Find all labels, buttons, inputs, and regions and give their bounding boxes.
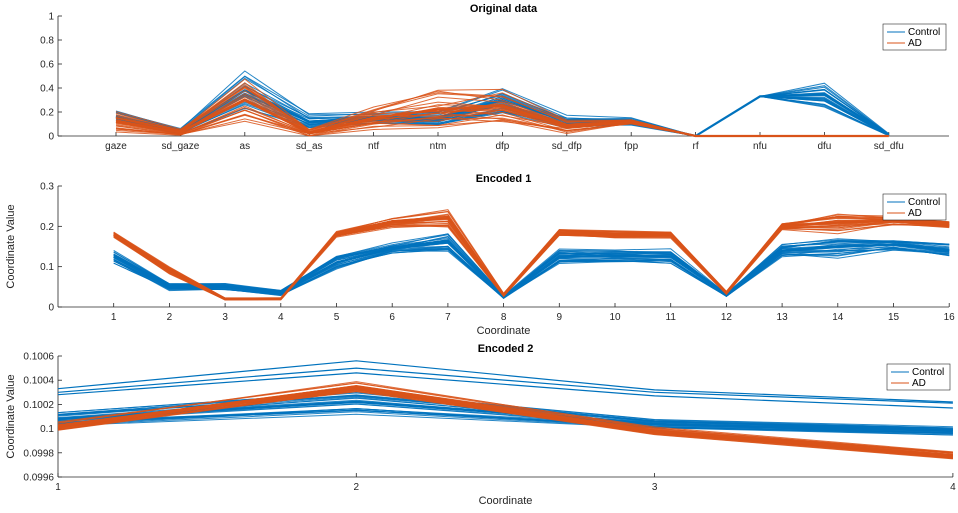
x-tick-label: dfu <box>817 141 831 152</box>
legend-label-control: Control <box>912 367 944 378</box>
chart-title: Original data <box>470 3 538 15</box>
data-line-mean <box>57 386 953 457</box>
y-tick-label: 1 <box>48 12 54 23</box>
data-line-outlier <box>57 367 953 404</box>
y-tick-label: 0.1006 <box>23 352 54 363</box>
y-axis-label: Coordinate Value <box>5 374 17 458</box>
data-line-outlier <box>57 360 953 403</box>
x-tick-label: 13 <box>777 312 789 323</box>
data-line-mean <box>115 98 889 138</box>
x-tick-label: sd_dfp <box>552 141 582 152</box>
x-tick-label: gaze <box>105 141 127 152</box>
legend-box <box>882 23 947 51</box>
y-tick-label: 0.0998 <box>23 448 54 459</box>
x-tick-label: 6 <box>389 312 395 323</box>
data-line <box>57 411 953 436</box>
x-tick-label: 12 <box>721 312 733 323</box>
y-tick-label: 0.1 <box>40 262 54 273</box>
data-line <box>113 247 950 299</box>
data-line <box>113 233 950 297</box>
chart-title: Encoded 2 <box>478 343 534 355</box>
y-tick-label: 0 <box>48 132 54 143</box>
data-line <box>57 389 953 458</box>
legend-box <box>882 193 947 221</box>
x-tick-label: 2 <box>167 312 173 323</box>
x-tick-label: sd_dfu <box>874 141 904 152</box>
data-line-mean <box>113 241 950 299</box>
series-control <box>57 360 953 436</box>
data-line <box>57 382 953 453</box>
x-tick-label: 2 <box>354 482 360 493</box>
x-tick-label: 9 <box>557 312 563 323</box>
x-tick-label: 8 <box>501 312 507 323</box>
x-tick-label: 3 <box>652 482 658 493</box>
x-tick-label: 16 <box>944 312 956 323</box>
x-tick-label: 4 <box>278 312 284 323</box>
x-tick-label: 3 <box>222 312 228 323</box>
data-line-mean <box>113 217 950 300</box>
x-tick-label: 5 <box>334 312 340 323</box>
x-tick-label: 7 <box>445 312 451 323</box>
y-tick-label: 0 <box>48 303 54 314</box>
x-tick-label: fpp <box>624 141 638 152</box>
legend-label-ad: AD <box>908 208 922 219</box>
legend-label-control: Control <box>908 197 940 208</box>
y-axis-label: Coordinate Value <box>5 204 17 288</box>
legend-box <box>886 363 951 391</box>
y-tick-label: 0.1004 <box>23 376 54 387</box>
x-tick-label: sd_as <box>296 141 323 152</box>
x-tick-label: 4 <box>950 482 956 493</box>
x-tick-label: sd_gaze <box>161 141 199 152</box>
legend-label-ad: AD <box>912 378 926 389</box>
y-tick-label: 0.2 <box>40 108 54 119</box>
x-tick-label: 10 <box>609 312 621 323</box>
x-axis-label: Coordinate <box>477 325 531 337</box>
y-tick-label: 0.4 <box>40 84 54 95</box>
data-line-outlier <box>57 372 953 409</box>
series-ad <box>57 381 953 460</box>
x-tick-label: ntf <box>368 141 379 152</box>
x-tick-label: nfu <box>753 141 767 152</box>
data-line <box>57 407 953 434</box>
legend-label-ad: AD <box>908 38 922 49</box>
y-tick-label: 0.1002 <box>23 400 54 411</box>
y-tick-label: 0.1 <box>40 424 54 435</box>
series-ad <box>113 209 950 301</box>
x-tick-label: 14 <box>832 312 844 323</box>
y-tick-label: 0.6 <box>40 60 54 71</box>
y-tick-label: 0.3 <box>40 182 54 193</box>
x-tick-label: ntm <box>430 141 447 152</box>
x-axis-label: Coordinate <box>479 495 533 507</box>
series-control <box>113 233 950 300</box>
y-tick-label: 0.2 <box>40 222 54 233</box>
x-tick-label: 11 <box>666 312 677 323</box>
x-tick-label: as <box>240 141 251 152</box>
x-tick-label: 1 <box>55 482 61 493</box>
series-ad <box>115 78 889 138</box>
series-control <box>115 70 890 138</box>
data-line <box>57 410 953 434</box>
x-tick-label: rf <box>693 141 699 152</box>
chart-title: Encoded 1 <box>476 173 532 185</box>
x-tick-label: dfp <box>495 141 509 152</box>
legend-label-control: Control <box>908 27 940 38</box>
x-tick-label: 15 <box>888 312 900 323</box>
y-tick-label: 0.0996 <box>23 473 54 484</box>
y-tick-label: 0.8 <box>40 36 54 47</box>
x-tick-label: 1 <box>111 312 117 323</box>
